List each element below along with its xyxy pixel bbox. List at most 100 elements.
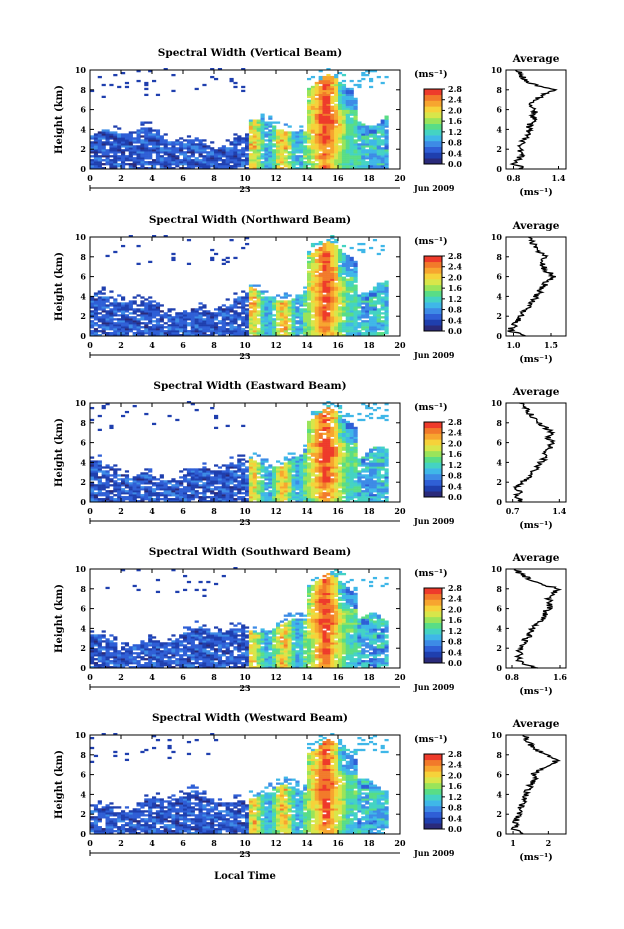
heatmap-cell: [97, 324, 102, 327]
heatmap-cell: [322, 256, 327, 260]
heatmap-cell: [318, 466, 323, 469]
heatmap-cell: [357, 296, 362, 299]
heatmap-cell: [349, 123, 354, 126]
heatmap-cell: [322, 448, 327, 451]
heatmap-cell: [314, 135, 319, 138]
heatmap-cell: [334, 430, 339, 433]
heatmap-cell: [291, 310, 296, 313]
heatmap-cell: [241, 290, 246, 293]
heatmap-cell: [214, 492, 219, 495]
heatmap-cell: [101, 314, 106, 317]
heatmap-cell: [124, 306, 130, 309]
heatmap-cell: [303, 153, 308, 156]
heatmap-cell: [326, 316, 331, 319]
heatmap-cell: [202, 157, 207, 160]
heatmap-cell: [190, 318, 195, 321]
heatmap-cell: [241, 141, 246, 144]
heatmap-cell: [206, 328, 211, 331]
heatmap-cell: [341, 103, 347, 106]
heatmap-cell: [295, 161, 300, 164]
heatmap-cell: [105, 135, 110, 138]
heatmap-cell: [303, 161, 308, 164]
heatmap-cell: [338, 119, 343, 122]
heatmap-cell: [256, 476, 261, 479]
heatmap-cell: [272, 496, 277, 499]
heatmap-cell: [307, 430, 312, 433]
heatmap-cell: [283, 482, 288, 485]
heatmap-cell: [128, 135, 133, 138]
heatmap-cell: [357, 133, 362, 136]
heatmap-cell: [307, 292, 312, 295]
heatmap-cell: [245, 294, 250, 297]
heatmap-cell: [307, 111, 312, 114]
heatmap-cell: [260, 290, 265, 293]
heatmap-cell: [121, 490, 126, 493]
heatmap-cell: [307, 280, 312, 283]
heatmap-cell: [144, 476, 149, 479]
heatmap-cell: [117, 139, 122, 142]
heatmap-cell: [365, 332, 370, 335]
heatmap-cell: [276, 141, 281, 144]
heatmap-cell: [380, 292, 385, 295]
heatmap-cell: [183, 468, 188, 471]
heatmap-cell: [90, 464, 95, 467]
heatmap-cell: [136, 145, 141, 148]
heatmap-cell: [202, 466, 207, 469]
heatmap-cell: [334, 302, 339, 305]
heatmap-cell: [148, 139, 153, 142]
heatmap-cell: [353, 167, 358, 170]
heatmap-cell: [105, 139, 110, 142]
heatmap-cell: [376, 324, 381, 327]
heatmap-cell: [314, 151, 319, 154]
heatmap-cell: [357, 153, 362, 156]
heatmap-cell: [167, 492, 172, 495]
heatmap-cell: [341, 446, 347, 449]
heatmap-cell: [318, 496, 323, 499]
heatmap-cell: [93, 498, 99, 501]
heatmap-cell: [279, 308, 285, 311]
heatmap-cell: [252, 125, 257, 128]
heatmap-cell: [310, 286, 316, 289]
heatmap-cell: [93, 488, 99, 491]
heatmap-cell: [93, 468, 99, 471]
heatmap-cell: [310, 93, 316, 97]
heatmap-cell: [291, 480, 296, 483]
heatmap-cell: [217, 328, 223, 331]
heatmap-cell: [276, 165, 281, 168]
heatmap-cell: [171, 308, 176, 311]
heatmap-cell: [268, 320, 273, 323]
heatmap-cell: [276, 330, 281, 333]
heatmap-cell: [326, 256, 331, 260]
heatmap-cell: [144, 151, 149, 154]
heatmap-cell: [105, 157, 110, 160]
heatmap-cell: [322, 165, 327, 168]
heatmap-cell: [384, 149, 389, 152]
heatmap-cell: [365, 312, 370, 315]
heatmap-cell: [372, 125, 378, 128]
heatmap-cell: [190, 482, 195, 485]
heatmap-cell: [314, 334, 319, 337]
heatmap-cell: [326, 145, 331, 148]
heatmap-cell: [384, 159, 389, 162]
heatmap-cell: [326, 109, 331, 112]
heatmap-cell: [186, 135, 192, 138]
heatmap-cell: [334, 163, 339, 166]
heatmap-cell: [140, 332, 145, 335]
heatmap-cell: [310, 460, 316, 463]
heatmap-cell: [248, 470, 254, 473]
heatmap-cell: [299, 312, 304, 315]
heatmap-cell: [229, 310, 234, 313]
heatmap-cell: [349, 334, 354, 337]
heatmap-cell: [334, 258, 339, 262]
heatmap-cell: [276, 478, 281, 481]
heatmap-cell: [248, 306, 254, 309]
heatmap-cell: [248, 304, 254, 307]
heatmap-cell: [97, 304, 102, 307]
heatmap-cell: [121, 328, 126, 331]
heatmap-cell: [349, 159, 354, 162]
heatmap-cell: [198, 159, 203, 162]
heatmap-cell: [152, 147, 157, 150]
heatmap-cell: [241, 474, 246, 477]
heatmap-cell: [349, 135, 354, 138]
heatmap-cell: [307, 159, 312, 162]
